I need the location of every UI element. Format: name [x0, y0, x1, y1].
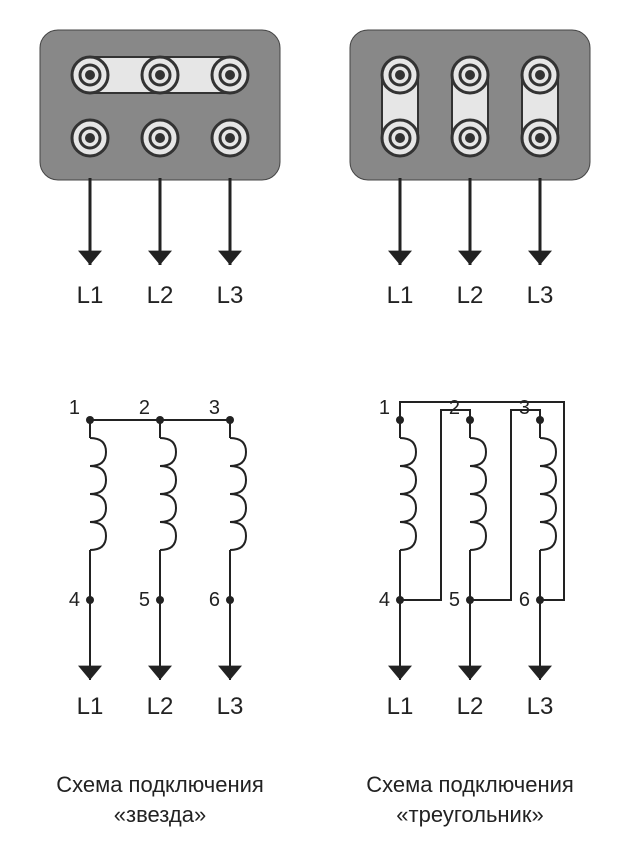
svg-text:L1: L1: [387, 282, 414, 309]
svg-text:4: 4: [379, 589, 390, 611]
caption-star-line1: Схема подключения: [56, 772, 264, 797]
caption-delta-line2: «треугольник»: [396, 802, 543, 827]
svg-text:3: 3: [519, 397, 530, 419]
caption-star: Схема подключения «звезда»: [20, 770, 300, 829]
caption-star-line2: «звезда»: [114, 802, 206, 827]
svg-text:L2: L2: [457, 282, 484, 309]
svg-text:L3: L3: [217, 282, 244, 309]
svg-text:6: 6: [519, 589, 530, 611]
svg-text:4: 4: [69, 589, 80, 611]
svg-text:1: 1: [379, 397, 390, 419]
svg-text:L3: L3: [527, 693, 554, 720]
terminal-box-delta: L1 L2 L3: [350, 30, 590, 309]
diagram-svg: L1 L2 L3 L1 L2 L3 1 4 L1 2 5 L2 3 6 L3 1 4 L1 2 5 L2 3 6 L3: [0, 0, 640, 860]
svg-text:L3: L3: [217, 693, 244, 720]
caption-delta-line1: Схема подключения: [366, 772, 574, 797]
caption-delta: Схема подключения «треугольник»: [330, 770, 610, 829]
svg-text:L1: L1: [77, 282, 104, 309]
svg-text:L1: L1: [387, 693, 414, 720]
svg-text:2: 2: [139, 397, 150, 419]
terminal-box-star: L1 L2 L3: [40, 30, 280, 309]
svg-text:2: 2: [449, 397, 460, 419]
svg-text:L3: L3: [527, 282, 554, 309]
svg-text:6: 6: [209, 589, 220, 611]
schematic-delta: 1 4 L1 2 5 L2 3 6 L3: [379, 397, 564, 720]
svg-text:L2: L2: [147, 693, 174, 720]
svg-text:L2: L2: [147, 282, 174, 309]
svg-text:5: 5: [139, 589, 150, 611]
svg-text:L1: L1: [77, 693, 104, 720]
svg-text:1: 1: [69, 397, 80, 419]
svg-text:L2: L2: [457, 693, 484, 720]
svg-text:5: 5: [449, 589, 460, 611]
schematic-star: 1 4 L1 2 5 L2 3 6 L3: [69, 397, 246, 720]
diagram-root: L1 L2 L3 L1 L2 L3 1 4 L1 2 5 L2 3 6 L3 1 4 L1 2 5 L2 3 6 L3 Схе…: [0, 0, 640, 860]
svg-text:3: 3: [209, 397, 220, 419]
